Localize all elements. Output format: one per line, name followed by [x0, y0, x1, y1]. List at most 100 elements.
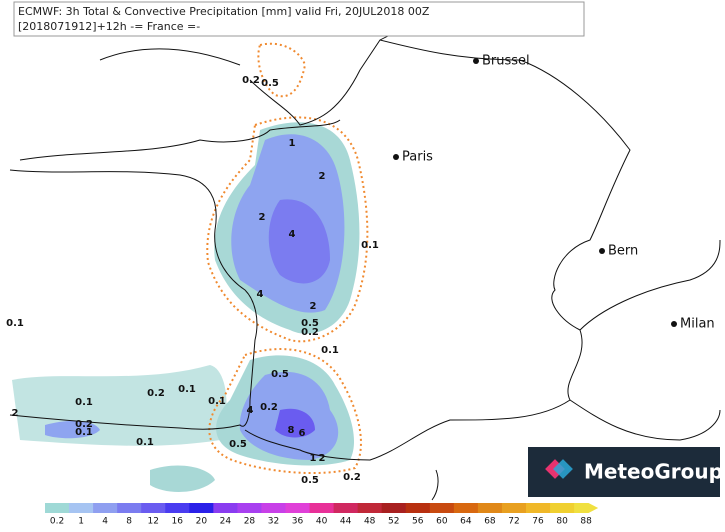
coastline [431, 469, 439, 501]
logo-text: MeteoGroup [584, 460, 723, 484]
contour-label: 0.1 [178, 384, 196, 395]
colorbar-label: 12 [147, 517, 158, 527]
contour-label: 0.2 [301, 327, 319, 338]
colorbar-segment [45, 503, 70, 513]
contour-label: 0.5 [301, 475, 319, 486]
contour-label: 8 [288, 425, 295, 436]
colorbar-segment [69, 503, 94, 513]
colorbar-segment [261, 503, 286, 513]
contour-label: 0.2 [147, 388, 165, 399]
city-dot [599, 248, 605, 254]
border [569, 399, 721, 441]
contour-label: 6 [299, 428, 306, 439]
colorbar-label: 88 [580, 517, 592, 527]
colorbar-label: 56 [412, 517, 424, 527]
contour-label: 1 [310, 453, 317, 464]
colorbar-segment [117, 503, 142, 513]
contour-label: 0.2 [260, 402, 278, 413]
colorbar-label: 72 [508, 517, 519, 527]
borders [9, 4, 721, 501]
colorbar-segment [93, 503, 118, 513]
colorbar-label: 80 [556, 517, 568, 527]
colorbar-label: 8 [126, 517, 132, 527]
colorbar-segment [189, 503, 214, 513]
precip-contour [208, 348, 362, 475]
colorbar-segment [550, 503, 575, 513]
precip-area [12, 365, 227, 446]
contour-label: 0.5 [229, 439, 247, 450]
city-dot [393, 154, 399, 160]
colorbar-label: 24 [220, 517, 232, 527]
precip-area [45, 420, 100, 439]
city-label: Milan [680, 317, 715, 332]
precip-area [275, 408, 315, 438]
contour-label: 0.2 [343, 472, 361, 483]
contour-label: 0.1 [321, 345, 339, 356]
contour-label: 0.1 [136, 437, 154, 448]
colorbar-label: 64 [460, 517, 472, 527]
subtitle: [2018071912]+12h -= France =- [18, 20, 200, 33]
colorbar-segment [165, 503, 190, 513]
colorbar-segment [285, 503, 311, 513]
precip [12, 42, 369, 492]
colorbar-label: 20 [196, 517, 208, 527]
colorbar-label: 76 [532, 517, 544, 527]
colorbar-label: 4 [102, 517, 108, 527]
city-dot [473, 58, 479, 64]
precip-contour [257, 42, 307, 98]
contour-label: 0.5 [271, 369, 289, 380]
colorbar-segment [333, 503, 359, 513]
colorbar-segment [309, 503, 335, 513]
contour-label: 0.5 [301, 318, 319, 329]
colorbar-segment [357, 503, 383, 513]
contour-label: 0.5 [261, 78, 279, 89]
contour-label: 4 [257, 289, 264, 300]
coastline [9, 169, 258, 430]
colorbar-label: 0.2 [50, 517, 64, 527]
colorbar-segment [574, 503, 599, 513]
contour-label: 2 [319, 453, 326, 464]
contour-label: 4 [247, 405, 254, 416]
coastline [99, 4, 471, 126]
colorbar-label: 36 [292, 517, 304, 527]
contour-label: 0.1 [6, 318, 24, 329]
colorbar-label: 52 [388, 517, 399, 527]
colorbar-label: 32 [268, 517, 279, 527]
city-label: Bern [608, 244, 638, 259]
colorbar-label: 60 [436, 517, 448, 527]
precip-contour [206, 116, 369, 343]
contour-label: 0.2 [75, 419, 93, 430]
colorbar-label: 68 [484, 517, 496, 527]
contour-label: 2 [310, 301, 317, 312]
coastline [19, 119, 341, 161]
precip-area [268, 199, 330, 284]
colorbar-label: 1 [78, 517, 84, 527]
colorbar-segment [405, 503, 431, 513]
colorbar-segment [141, 503, 166, 513]
city-label: Brussel [482, 54, 530, 69]
colorbar-label: 28 [244, 517, 256, 527]
precip-area [150, 465, 215, 492]
title: ECMWF: 3h Total & Convective Precipitati… [18, 5, 430, 18]
city-dot [671, 321, 677, 327]
colorbar-segment [453, 503, 479, 513]
contour-label: 4 [289, 229, 296, 240]
contour-label: 0.1 [208, 396, 226, 407]
logo-icon [553, 459, 573, 479]
colorbar-label: 48 [364, 517, 376, 527]
colorbar-label: 40 [316, 517, 328, 527]
colorbar-label: 44 [340, 517, 352, 527]
colorbar-segment [381, 503, 407, 513]
border [379, 39, 721, 331]
contour-label: 1 [289, 138, 296, 149]
contour-label: 2 [12, 408, 19, 419]
colorbar-segment [501, 503, 527, 513]
colorbar-segment [526, 503, 551, 513]
contour-label: 0.1 [75, 427, 93, 438]
contour-label: 0.2 [242, 75, 260, 86]
colorbar-segment [237, 503, 262, 513]
title-box [13, 1, 585, 37]
contour-label: 0.1 [75, 397, 93, 408]
colorbar-segment [477, 503, 503, 513]
